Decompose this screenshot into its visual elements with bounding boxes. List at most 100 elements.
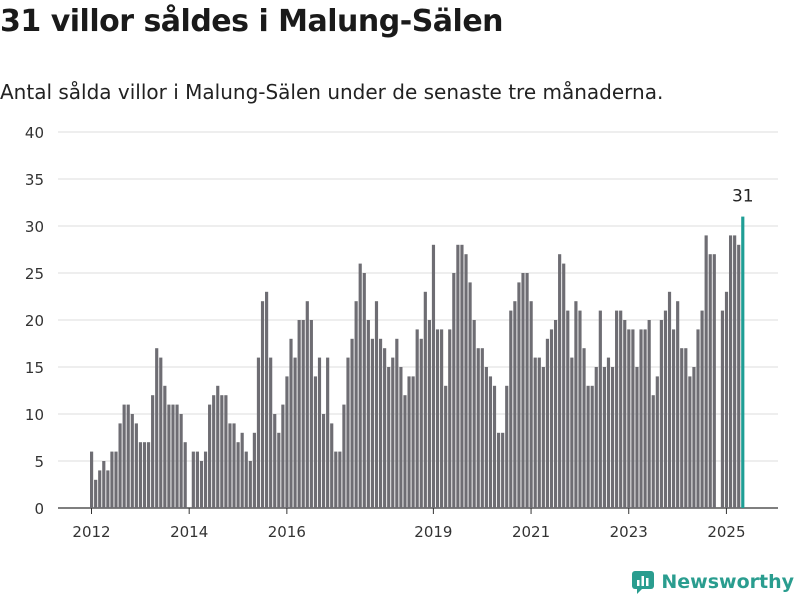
bar [448,329,452,508]
bar [533,357,537,508]
bar [431,244,436,509]
bar [484,367,488,508]
bar [733,235,737,508]
chart-subtitle: Antal sålda villor i Malung-Sälen under … [0,80,664,104]
bar [208,404,212,508]
bar [134,423,138,508]
bar [460,244,464,509]
bar [203,451,208,508]
bar [269,357,273,508]
y-tick-label: 15 [25,359,44,377]
x-tick-label: 2012 [72,523,110,541]
bar [191,451,195,508]
bar [472,320,476,508]
bar [631,329,635,508]
bar [488,376,493,508]
bar [244,451,248,508]
bar [537,357,541,508]
bar [659,320,663,508]
bar [574,301,578,508]
bar [497,432,501,508]
bar [240,432,244,508]
bar [411,376,415,508]
bar [423,291,427,508]
bar [623,320,627,508]
bar [692,367,696,508]
bar [289,338,293,508]
bar [505,385,509,508]
x-tick-label: 2023 [610,523,648,541]
y-tick-label: 25 [25,265,44,283]
bar [594,367,598,508]
bar [655,376,659,508]
y-tick-label: 10 [25,406,44,424]
bar [94,479,98,508]
bar [680,348,684,508]
bar [582,348,586,508]
x-tick-label: 2025 [707,523,745,541]
bar [509,310,513,508]
bar [627,329,631,508]
bar [570,357,574,508]
bar [167,404,171,508]
bar [146,442,151,508]
bar [232,423,236,508]
x-tick-label: 2014 [170,523,208,541]
bar [183,442,187,508]
bar [301,320,305,508]
bar [342,404,346,508]
bar [391,357,395,508]
bar [297,320,301,508]
bar [427,320,431,508]
bar [159,357,163,508]
bar [444,385,448,508]
bar [228,423,232,508]
bar [102,461,106,508]
bar [330,423,334,508]
bar [521,273,525,508]
bar [435,329,440,508]
bar [676,301,680,508]
bar [720,310,725,508]
bar [407,376,411,508]
y-tick-label: 40 [25,124,44,142]
bar [468,282,472,508]
bar [643,329,647,508]
bar [545,338,550,508]
bar [558,254,562,508]
bar [151,395,155,508]
bar [199,461,204,508]
bar [138,442,143,508]
bar [195,451,199,508]
bar [334,451,338,508]
bar [566,310,570,508]
bar [277,432,281,508]
bar [619,310,623,508]
bar [383,348,387,508]
bar [606,357,611,508]
bar [602,367,606,508]
bar [724,291,729,508]
bar [553,320,558,508]
bar [615,310,619,508]
bar [492,385,497,508]
y-tick-label: 5 [34,453,44,471]
bar [635,367,639,508]
bar [403,395,407,508]
bar [122,404,126,508]
bar [366,320,370,508]
bar [260,301,265,508]
bar [378,338,383,508]
bar [106,470,110,508]
bar [212,395,216,508]
bar [163,385,167,508]
bar [175,404,179,508]
bar [737,244,741,509]
bar [525,273,529,508]
bar [452,273,456,508]
bar [513,301,517,508]
bar [708,254,712,508]
bar [517,282,521,508]
bar [309,320,313,508]
bar [370,338,374,508]
